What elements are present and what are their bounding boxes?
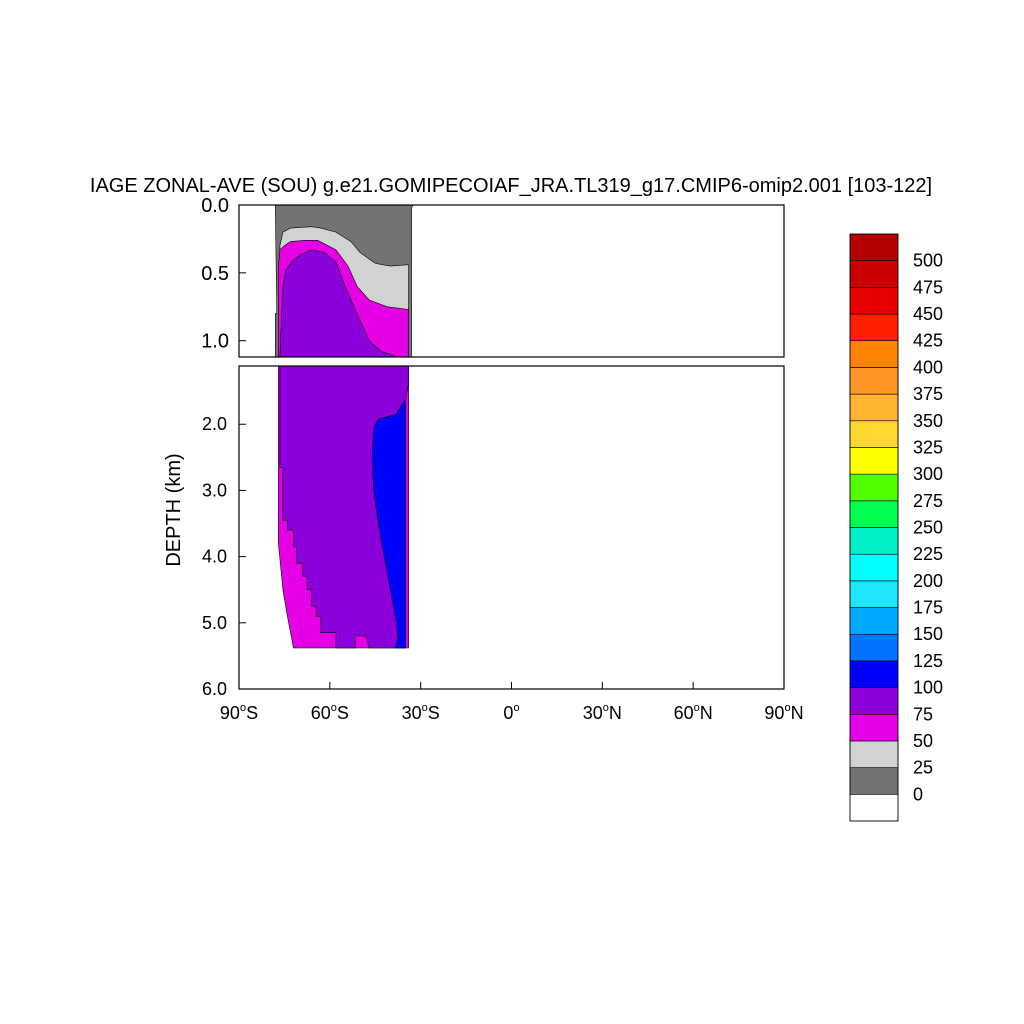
colorbar-label: 450 (913, 304, 943, 324)
lower-y-tick-label: 6.0 (202, 679, 227, 699)
colorbar-label: 225 (913, 544, 943, 564)
colorbar-swatch (849, 393, 899, 422)
contour-band-100to125-lower (371, 398, 406, 649)
colorbar-label: 75 (913, 704, 933, 724)
colorbar-label: 200 (913, 571, 943, 591)
lower-panel-ticks: 2.0 3.0 4.0 5.0 6.0 (202, 414, 246, 699)
colorbar-swatch (849, 553, 899, 582)
colorbar-swatch (849, 313, 899, 342)
lower-y-tick-label: 5.0 (202, 613, 227, 633)
x-tick-label: 90oN (764, 702, 803, 723)
y-axis-label: DEPTH (km) (163, 453, 185, 566)
lower-y-tick-label: 2.0 (202, 414, 227, 434)
colorbar-swatch (849, 500, 899, 528)
colorbar-swatch (849, 233, 899, 261)
lower-y-tick-label: 4.0 (202, 547, 227, 567)
colorbar-swatch (849, 794, 899, 822)
x-tick-label: 30oN (583, 702, 622, 723)
colorbar-swatch (849, 367, 899, 395)
colorbar-label: 50 (913, 731, 933, 751)
colorbar-swatch (849, 660, 899, 688)
upper-panel-ticks: 0.0 0.5 1.0 (201, 195, 246, 353)
colorbar-label: 425 (913, 331, 943, 351)
colorbar-label: 250 (913, 518, 943, 538)
colorbar-swatch (849, 287, 899, 315)
colorbar-swatch (849, 767, 899, 795)
colorbar-swatch (849, 633, 899, 662)
colorbar-frame (849, 233, 899, 822)
colorbar-label: 350 (913, 411, 943, 431)
chart-title: IAGE ZONAL-AVE (SOU) g.e21.GOMIPECOIAF_J… (90, 175, 932, 197)
colorbar-label: 175 (913, 598, 943, 618)
contour-band-75to100-upper (279, 249, 397, 358)
colorbar-label: 100 (913, 678, 943, 698)
x-tick-label: 60oN (674, 702, 713, 723)
upper-panel-frame (238, 204, 785, 358)
colorbar-swatch (849, 580, 899, 608)
colorbar-label: 150 (913, 624, 943, 644)
colorbar-swatch (849, 447, 899, 475)
colorbar-swatch (849, 473, 899, 502)
x-tick-label: 60oS (311, 702, 349, 723)
lower-panel: 2.03.04.05.06.0 90oS 60oS 30oS 0o 30oN 60oN 90… (202, 365, 804, 723)
colorbar-swatch (849, 340, 899, 368)
colorbar-swatch (849, 740, 899, 768)
lower-panel-contours (278, 365, 409, 649)
colorbar-label: 375 (913, 384, 943, 404)
x-tick-label: 90oS (220, 702, 258, 723)
colorbar-swatch (849, 260, 899, 288)
colorbar-swatch (849, 420, 899, 448)
colorbar-label: 325 (913, 437, 943, 457)
upper-y-tick-label: 1.0 (201, 331, 229, 353)
colorbar-label: 275 (913, 491, 943, 511)
colorbar-label: 300 (913, 464, 943, 484)
upper-y-tick-label: 0.5 (201, 263, 229, 285)
upper-panel: 0.0 0.5 1.0 (201, 195, 785, 358)
colorbar: 0 25 50 75 100 125 150 175 200 225 250 275 300 325 350… (849, 233, 943, 822)
colorbar-label: 125 (913, 651, 943, 671)
colorbar-swatch (849, 713, 899, 742)
colorbar-label: 400 (913, 357, 943, 377)
colorbar-label: 0 (913, 784, 923, 804)
x-tick-label: 30oS (402, 702, 440, 723)
colorbar-swatch (849, 687, 899, 715)
colorbar-label: 475 (913, 277, 943, 297)
upper-panel-contours (274, 204, 414, 358)
colorbar-swatch (849, 607, 899, 635)
colorbar-label: 500 (913, 251, 943, 271)
x-axis-ticks: 90oS 60oS 30oS 0o 30oN 60oN 90oN (220, 682, 804, 723)
colorbar-swatch (849, 527, 899, 555)
lower-y-tick-label: 3.0 (202, 480, 227, 500)
upper-y-tick-label: 0.0 (201, 195, 229, 217)
colorbar-label: 25 (913, 758, 933, 778)
x-tick-label: 0o (503, 702, 519, 723)
